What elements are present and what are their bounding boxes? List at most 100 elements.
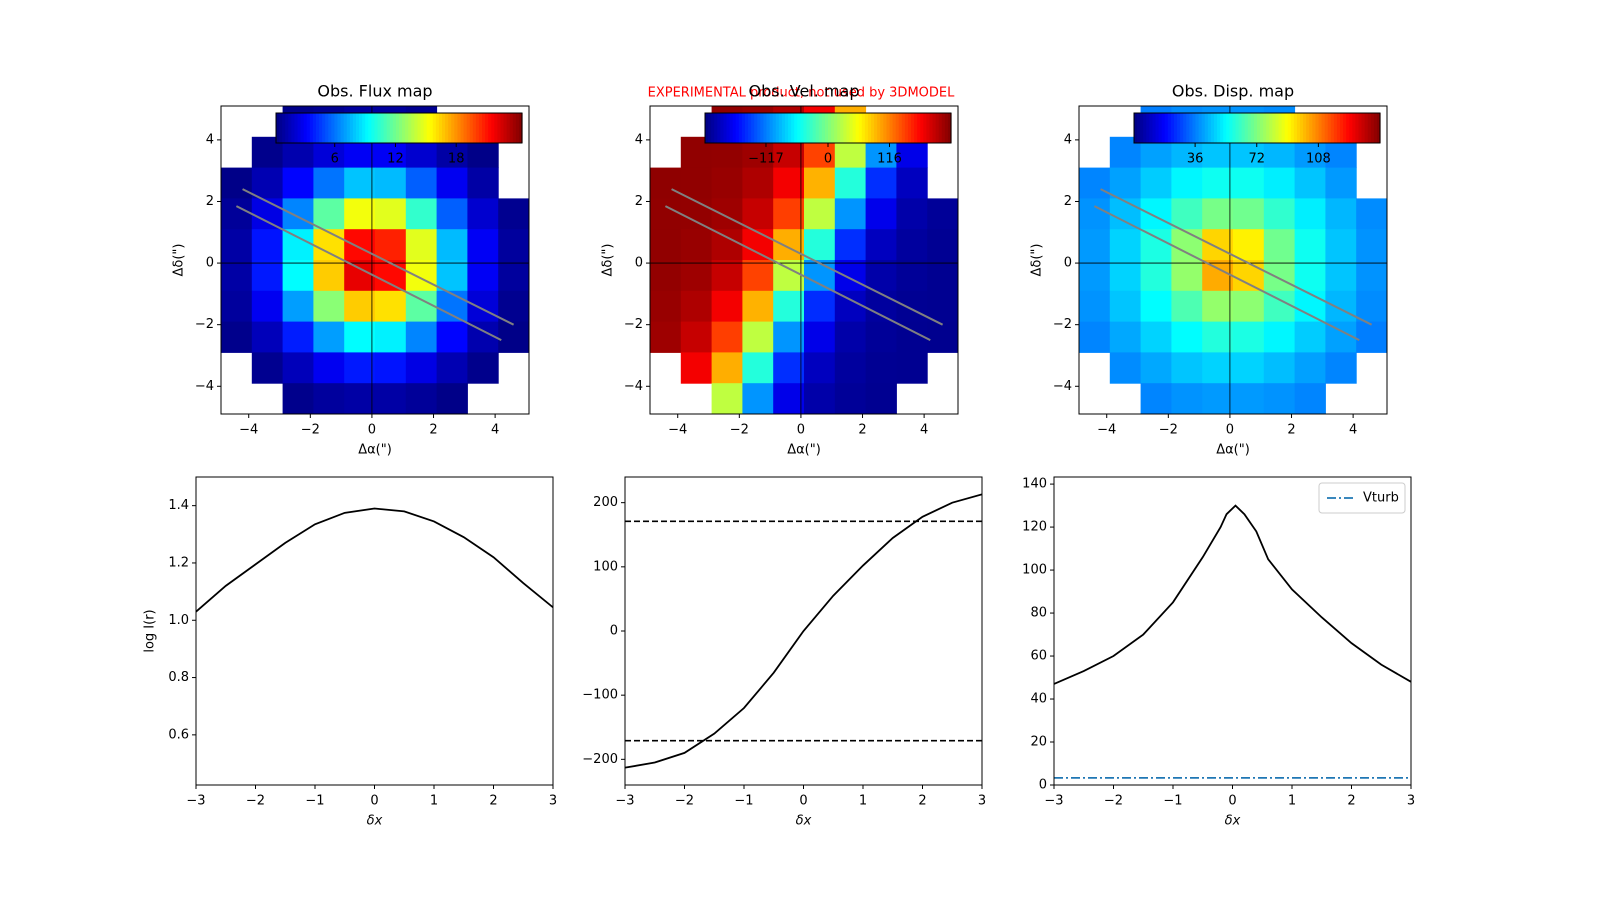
colorbar-swatch <box>1207 113 1212 143</box>
colorbar-swatch <box>784 113 789 143</box>
y-axis-label: log I(r) <box>143 609 158 652</box>
colorbar-swatch <box>512 113 517 143</box>
colorbar-swatch <box>781 113 786 143</box>
colorbar-swatch <box>1327 113 1332 143</box>
y-axis-label: Δδ(") <box>172 244 187 277</box>
colorbar-swatch <box>1309 113 1313 143</box>
colorbar-swatch <box>732 113 737 143</box>
colorbar-swatch <box>935 113 940 143</box>
axes-frame <box>1078 105 1388 415</box>
map-cell <box>804 383 836 414</box>
colorbar-swatch <box>392 113 397 143</box>
x-tick-label: −3 <box>1044 794 1063 809</box>
map-cell <box>865 198 897 230</box>
y-tick-label: 1.2 <box>168 555 189 570</box>
colorbar-swatch <box>331 113 336 143</box>
map-cell <box>375 352 407 384</box>
map-cell <box>313 321 345 353</box>
colorbar-swatch <box>794 113 798 143</box>
x-tick-label: 3 <box>549 794 557 809</box>
map-cell <box>742 198 774 230</box>
colorbar-swatch <box>325 113 329 143</box>
colorbar-swatch <box>938 113 943 143</box>
map-cell <box>1356 198 1387 230</box>
map-cell <box>650 290 682 323</box>
colorbar-swatch <box>1318 113 1323 143</box>
colorbar-swatch <box>322 113 326 143</box>
map-cell <box>405 383 438 414</box>
y-tick-label: 0 <box>635 256 643 271</box>
colorbar-swatch <box>741 113 746 143</box>
colorbar-swatch <box>923 113 927 143</box>
y-tick-label: 100 <box>1022 563 1047 578</box>
plot-area <box>650 106 958 414</box>
x-tick-label: 0 <box>368 423 376 438</box>
map-cell <box>1233 352 1265 384</box>
y-tick-label: 4 <box>206 132 214 147</box>
y-tick-label: 0.6 <box>168 727 189 742</box>
colorbar-swatch <box>432 113 437 143</box>
colorbar-swatch <box>371 113 375 143</box>
map-cell <box>711 383 743 414</box>
colorbar-swatch <box>1152 113 1157 143</box>
map-cell <box>1140 198 1172 230</box>
colorbar-swatch <box>735 113 740 143</box>
map-cell <box>313 260 345 292</box>
map-cell <box>251 260 284 292</box>
map-cell <box>375 321 407 353</box>
map-cell <box>1263 229 1296 261</box>
colorbar-swatch <box>708 113 712 143</box>
colorbar-swatch <box>1349 113 1353 143</box>
colorbar-swatch <box>451 113 455 143</box>
slit-line <box>235 205 502 341</box>
map-cell <box>1171 290 1203 323</box>
map-cell <box>375 290 407 323</box>
y-tick-label: 0.8 <box>168 670 189 685</box>
colorbar-swatch <box>359 113 363 143</box>
map-cell <box>804 321 836 353</box>
map-cell <box>282 383 314 414</box>
map-cell <box>221 321 253 353</box>
colorbar-swatch <box>294 113 299 143</box>
map-cell <box>498 260 529 292</box>
map-cell <box>1233 383 1265 414</box>
colorbar-swatch <box>1183 113 1187 143</box>
map-cell <box>804 260 836 292</box>
colorbar-swatch <box>503 113 508 143</box>
colorbar-tick-label: 18 <box>448 152 465 167</box>
map-cell <box>804 167 836 199</box>
x-tick-label: −1 <box>734 794 753 809</box>
axes-frame <box>220 105 530 415</box>
colorbar-swatch <box>806 113 811 143</box>
y-tick-label: 40 <box>1030 692 1047 707</box>
colorbar-tick-label: 12 <box>387 152 404 167</box>
map-cell <box>680 352 713 384</box>
map-cell <box>221 167 253 199</box>
colorbar-swatch <box>1161 113 1166 143</box>
colorbar-tick-label: 72 <box>1248 152 1265 167</box>
map-cell <box>804 229 836 261</box>
map-cell <box>1263 321 1296 353</box>
map-cell <box>650 167 682 199</box>
map-cell <box>1140 290 1172 323</box>
colorbar-swatch <box>714 113 718 143</box>
colorbar-swatch <box>346 113 351 143</box>
map-cell <box>405 167 438 199</box>
axes-frame <box>649 105 959 415</box>
colorbar-swatch <box>448 113 452 143</box>
map-cell <box>680 198 713 230</box>
plot-area <box>1079 106 1387 414</box>
map-cell <box>1140 167 1172 199</box>
colorbar-swatch <box>352 113 357 143</box>
map-cell <box>467 167 499 199</box>
colorbar-swatch <box>1355 113 1360 143</box>
colorbar-swatch <box>497 113 502 143</box>
x-tick-label: −3 <box>186 794 205 809</box>
colorbar-swatch <box>1201 113 1206 143</box>
map-cell <box>467 352 499 384</box>
map-cell <box>680 290 713 323</box>
colorbar-swatch <box>874 113 878 143</box>
colorbar-swatch <box>788 113 792 143</box>
colorbar-swatch <box>911 113 915 143</box>
map-cell <box>742 352 774 384</box>
